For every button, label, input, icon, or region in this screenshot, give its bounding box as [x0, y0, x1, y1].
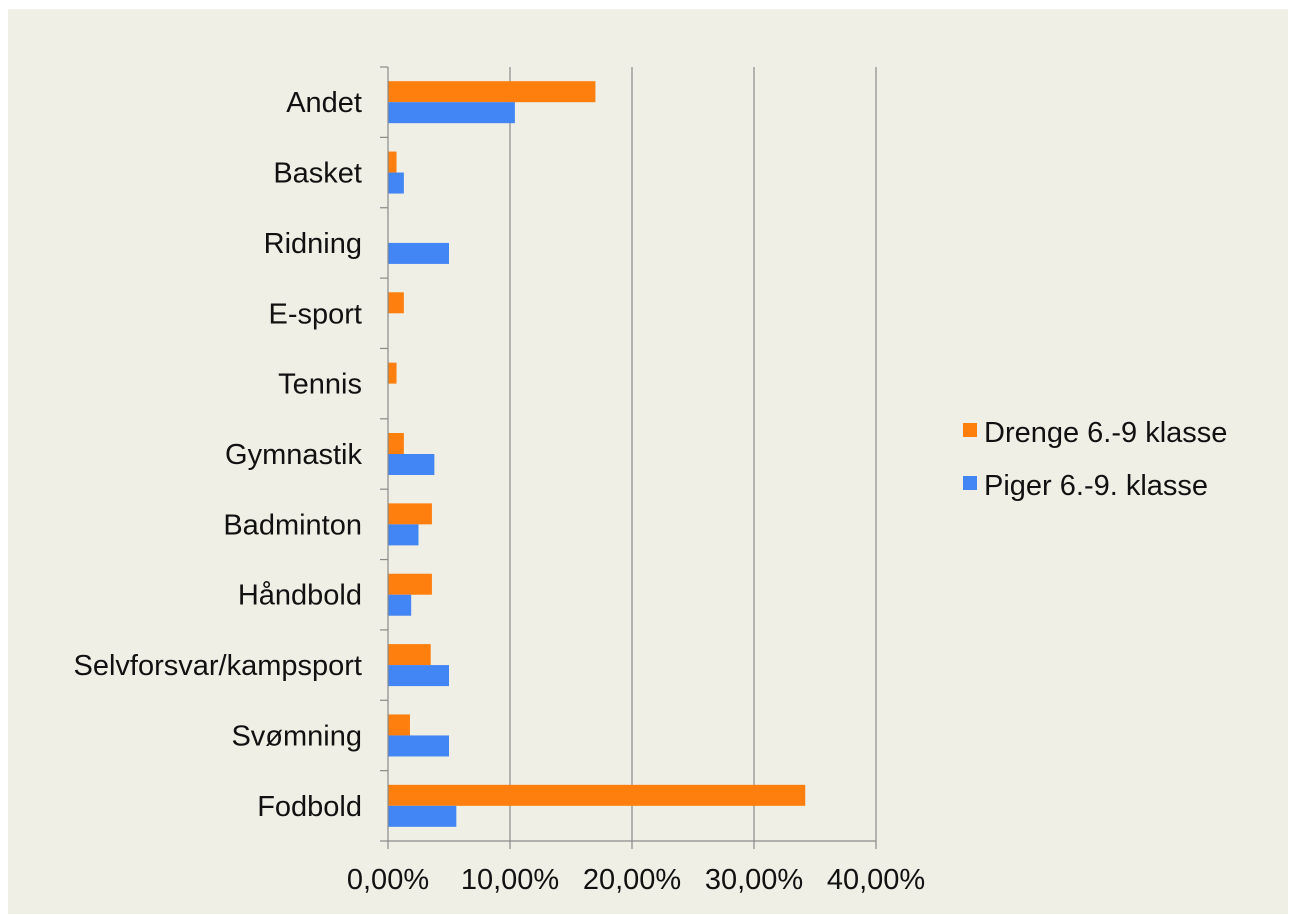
category-label: Gymnastik	[225, 439, 362, 471]
category-label: Selvforsvar/kampsport	[74, 650, 363, 682]
x-tick-label: 20,00%	[583, 864, 681, 896]
bar-drenge	[388, 433, 404, 454]
legend-swatch	[963, 423, 977, 437]
bar-piger	[388, 242, 449, 264]
legend-label: Piger 6.-9. klasse	[984, 470, 1208, 502]
bar-drenge	[388, 362, 397, 384]
bar-drenge	[388, 644, 431, 666]
category-label: Ridning	[264, 228, 362, 260]
category-labels: Andet Basket Ridning E-sport Tennis Gymnastik…	[74, 87, 363, 823]
category-label: Tennis	[278, 369, 362, 401]
bar-piger	[388, 524, 419, 546]
x-tick-label: 0,00%	[347, 864, 429, 896]
category-label: Andet	[286, 87, 362, 119]
bar-drenge	[388, 81, 596, 103]
category-label: E-sport	[269, 298, 362, 330]
bar-drenge	[388, 503, 432, 525]
category-label: Basket	[273, 158, 362, 190]
bar-drenge	[388, 714, 410, 736]
legend-swatch	[963, 476, 977, 490]
x-tick-labels: 0,00% 10,00% 20,00% 30,00% 40,00%	[347, 864, 925, 896]
bar-drenge	[388, 292, 404, 314]
bar-chart: Andet Basket Ridning E-sport Tennis Gymnastik…	[74, 66, 1227, 896]
bars	[388, 81, 806, 827]
bar-piger	[388, 172, 404, 194]
category-label: Badminton	[223, 509, 362, 541]
legend: Drenge 6.-9 klasse Piger 6.-9. klasse	[963, 417, 1227, 502]
chart-area: Andet Basket Ridning E-sport Tennis Gymnastik…	[8, 9, 1288, 914]
category-label: Svømning	[231, 720, 362, 752]
bar-drenge	[388, 784, 806, 806]
legend-label: Drenge 6.-9 klasse	[984, 417, 1227, 449]
x-tick-label: 30,00%	[705, 864, 803, 896]
gridlines	[509, 67, 877, 841]
x-tick-label: 40,00%	[827, 864, 925, 896]
bar-piger	[388, 594, 412, 616]
x-tick-label: 10,00%	[461, 864, 559, 896]
bar-piger	[388, 805, 457, 827]
bar-piger	[388, 735, 449, 757]
axes	[380, 66, 877, 849]
category-label: Håndbold	[238, 580, 362, 612]
bar-piger	[388, 665, 449, 687]
category-label: Fodbold	[257, 791, 362, 823]
bar-piger	[388, 102, 515, 124]
bar-piger	[388, 454, 435, 475]
bar-drenge	[388, 573, 432, 595]
bar-drenge	[388, 151, 397, 173]
